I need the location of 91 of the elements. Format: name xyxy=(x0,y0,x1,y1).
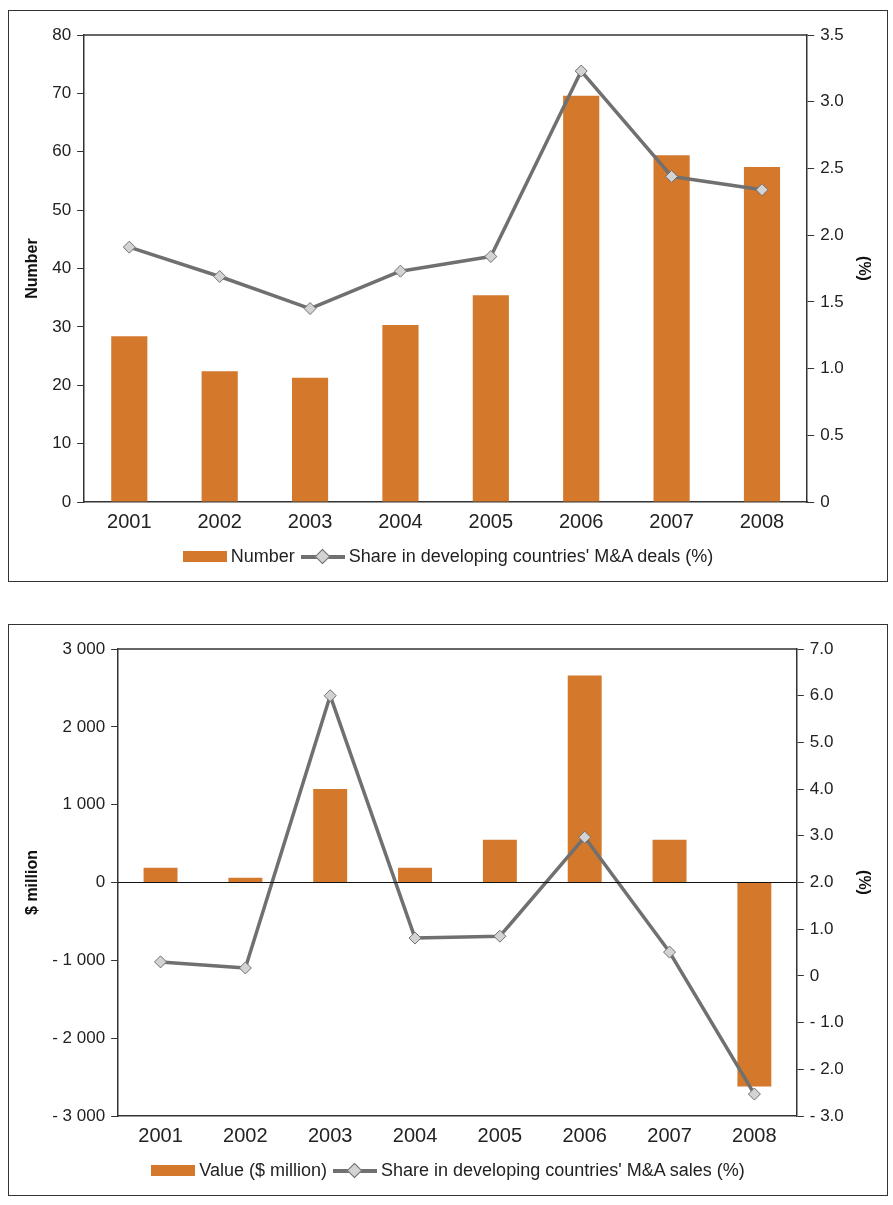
y2-tick-label: 1.5 xyxy=(820,291,844,311)
bar xyxy=(653,155,690,502)
x-tick-label: 2001 xyxy=(138,1123,183,1146)
y2-tick-label: 7.0 xyxy=(809,638,834,658)
x-tick-label: 2008 xyxy=(739,509,785,532)
point xyxy=(663,945,677,959)
y2-tick-label: 0 xyxy=(809,965,820,985)
point xyxy=(484,249,498,263)
y-tick-label: 2 000 xyxy=(62,716,106,736)
y2-axis-title: (%) xyxy=(855,256,873,281)
x-tick-label: 2002 xyxy=(223,1123,268,1146)
y-tick-label: - 1 000 xyxy=(52,950,106,970)
x-tick-label: 2007 xyxy=(649,509,694,532)
y-tick-label: 0 xyxy=(95,872,106,892)
y-tick-label: 3 000 xyxy=(62,638,106,658)
x-tick-label: 2007 xyxy=(647,1123,692,1146)
y-tick-label: - 3 000 xyxy=(52,1105,106,1125)
y2-tick-label: 3.5 xyxy=(820,24,844,44)
bar xyxy=(398,867,433,882)
x-tick-label: 2004 xyxy=(378,509,423,532)
bar xyxy=(652,839,687,882)
y-tick-label: 80 xyxy=(52,24,72,44)
y2-tick-label: - 3.0 xyxy=(809,1105,844,1125)
bar xyxy=(737,883,772,1087)
y-tick-label: 50 xyxy=(52,199,72,219)
point xyxy=(755,183,769,197)
y-axis-title: $ million xyxy=(23,850,41,915)
bar xyxy=(143,867,178,882)
point xyxy=(303,302,317,316)
y2-tick-label: 1.0 xyxy=(820,358,844,378)
bar xyxy=(313,789,348,882)
bar xyxy=(472,295,509,502)
y2-tick-label: - 2.0 xyxy=(809,1058,844,1078)
y-tick-label: 60 xyxy=(52,141,72,161)
point xyxy=(493,929,507,943)
y2-tick-label: 3.0 xyxy=(809,825,834,845)
point xyxy=(323,689,337,703)
y-tick-label: 30 xyxy=(52,316,72,336)
bar xyxy=(743,166,781,502)
y2-tick-label: 2.0 xyxy=(809,872,834,892)
x-tick-label: 2001 xyxy=(107,509,152,532)
point xyxy=(213,270,227,284)
y2-axis-title: (%) xyxy=(855,870,873,895)
y2-tick-label: 5.0 xyxy=(809,732,834,752)
bar xyxy=(291,377,329,502)
y2-tick-label: 2.0 xyxy=(820,224,844,244)
y-tick-label: 20 xyxy=(52,374,72,394)
legend-label: Number xyxy=(230,546,295,567)
y2-tick-label: 0.5 xyxy=(820,424,844,444)
y-axis-title: Number xyxy=(23,238,41,299)
x-tick-label: 2004 xyxy=(392,1123,438,1146)
point xyxy=(574,64,588,78)
legend-label: Share in developing countries' M&A deals (%) xyxy=(348,546,714,567)
x-tick-label: 2008 xyxy=(732,1123,777,1146)
x-tick-label: 2003 xyxy=(287,509,333,532)
bar xyxy=(382,325,419,502)
bar xyxy=(201,371,238,502)
y2-tick-label: 6.0 xyxy=(809,685,834,705)
legend-label: Value ($ million) xyxy=(199,1160,328,1181)
point xyxy=(122,240,136,254)
y2-tick-label: - 1.0 xyxy=(809,1012,844,1032)
legend-label: Share in developing countries' M&A sales (%) xyxy=(381,1160,745,1181)
y2-tick-label: 2.5 xyxy=(820,158,844,178)
y2-tick-label: 1.0 xyxy=(809,918,834,938)
point xyxy=(154,955,168,969)
x-tick-label: 2005 xyxy=(477,1123,523,1146)
point xyxy=(747,1087,761,1101)
y-tick-label: 70 xyxy=(52,83,72,103)
y-tick-label: - 2 000 xyxy=(52,1027,106,1047)
x-tick-label: 2002 xyxy=(197,509,242,532)
bar xyxy=(567,675,602,882)
y-tick-label: 10 xyxy=(52,433,72,453)
point xyxy=(393,264,407,278)
bar xyxy=(228,877,263,882)
point xyxy=(578,830,592,844)
point xyxy=(665,169,679,183)
y2-tick-label: 4.0 xyxy=(809,778,834,798)
x-tick-label: 2003 xyxy=(307,1123,353,1146)
y-tick-label: 1 000 xyxy=(62,794,106,814)
bar xyxy=(482,839,517,882)
x-tick-label: 2005 xyxy=(468,509,514,532)
x-tick-label: 2006 xyxy=(558,509,604,532)
y2-tick-label: 0 xyxy=(820,491,830,511)
y-tick-label: 0 xyxy=(61,491,72,511)
y2-tick-label: 3.0 xyxy=(820,91,844,111)
x-tick-label: 2006 xyxy=(562,1123,607,1146)
point xyxy=(408,931,422,945)
bar xyxy=(111,336,148,502)
y-tick-label: 40 xyxy=(52,258,72,278)
bar xyxy=(563,95,600,502)
point xyxy=(238,961,252,975)
